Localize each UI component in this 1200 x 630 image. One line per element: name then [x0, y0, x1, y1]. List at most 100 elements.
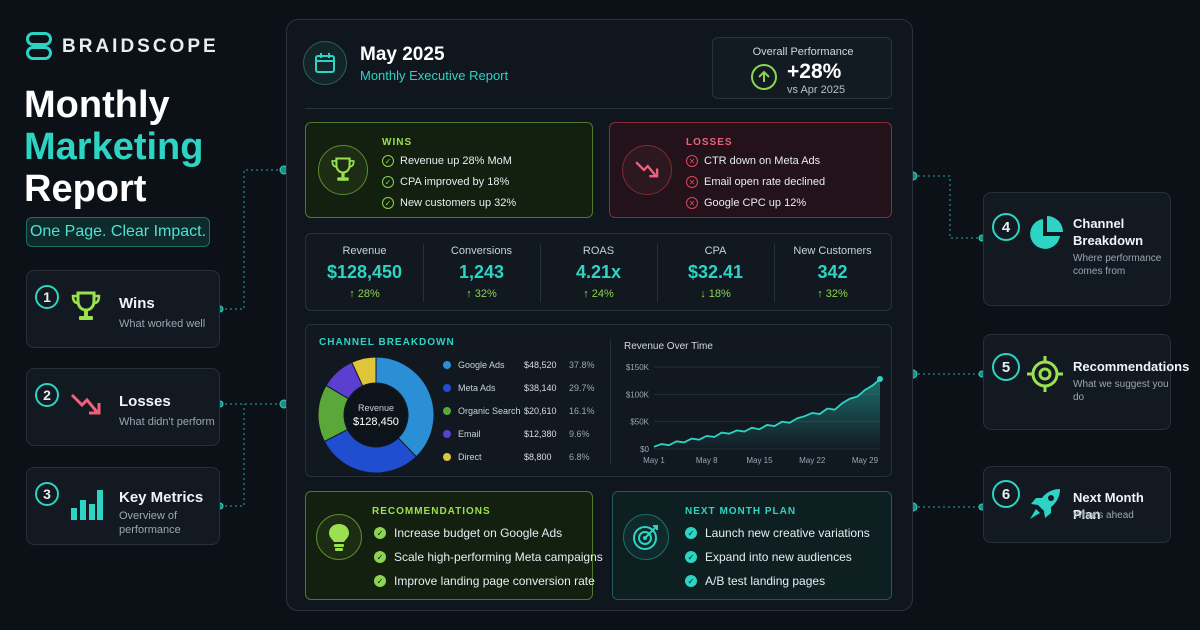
- divider: [305, 108, 893, 109]
- next-month-item: ✓ Launch new creative variations: [685, 526, 870, 540]
- next-month-item: ✓ Expand into new audiences: [685, 550, 852, 564]
- x-tick-label: May 1: [643, 456, 665, 465]
- wins-heading: WINS: [382, 137, 413, 148]
- donut-hole: [345, 384, 407, 446]
- section-title: Next Month Plan: [1073, 490, 1144, 522]
- overall-label: Overall Performance: [752, 46, 854, 58]
- kpi-label: CPA: [704, 245, 727, 257]
- revenue-area: [654, 379, 880, 449]
- kpi-delta: ↓ 18%: [700, 288, 731, 300]
- x-tick-label: May 15: [746, 456, 773, 465]
- rocket-icon: [1030, 489, 1060, 519]
- legend-item: Google Ads $48,520 37.8%: [443, 360, 595, 372]
- x-circle-icon: ✕: [686, 176, 698, 188]
- section-number: 6: [992, 480, 1020, 508]
- section-subtitle: What didn't perform: [119, 416, 215, 428]
- legend-percent: 29.7%: [569, 383, 595, 393]
- x-tick-label: May 8: [696, 456, 718, 465]
- check-circle-icon: ✓: [382, 176, 394, 188]
- section-title: Wins: [119, 295, 155, 312]
- x-circle-icon: ✕: [686, 197, 698, 209]
- kpi-delta: ↑ 24%: [583, 288, 614, 300]
- legend-swatch: [443, 384, 451, 392]
- kpi-value: $128,450: [326, 262, 403, 282]
- recommendations-card: RECOMMENDATIONS ✓ Increase budget on Goog…: [305, 491, 603, 600]
- check-circle-icon: ✓: [382, 155, 394, 167]
- section-number: 5: [992, 353, 1020, 381]
- kpi-value: 1,243: [458, 262, 505, 282]
- kpi-delta: ↑ 28%: [349, 288, 380, 300]
- revenue-over-time-chart: $0 $50K $100K $150K May 1 May 8 May 15 May 22 Ma…: [626, 363, 883, 465]
- overall-performance: Overall Performance +28% vs Apr 2025: [712, 37, 892, 99]
- arrow-up-icon: ↑: [349, 288, 355, 300]
- wins-card: WINS ✓ Revenue up 28% MoM ✓ CPA improved b…: [305, 122, 593, 218]
- section-card-next-month-plan[interactable]: 6 Next Month Plan What's ahead: [983, 466, 1171, 543]
- legend-label: Email: [458, 429, 481, 439]
- overall-comparison: vs Apr 2025: [787, 84, 846, 96]
- kpi-value: $32.41: [687, 262, 744, 282]
- legend-value: $8,800: [524, 452, 552, 462]
- kpi-new-customers: New Customers 342 ↑ 32%: [774, 234, 891, 310]
- pie-chart-icon: [1030, 216, 1063, 249]
- section-title: Key Metrics: [119, 489, 204, 506]
- channel-breakdown-heading: CHANNEL BREAKDOWN: [319, 337, 455, 348]
- legend-percent: 9.6%: [569, 429, 590, 439]
- y-tick-label: $150K: [626, 363, 650, 372]
- y-tick-label: $0: [640, 445, 649, 454]
- line-chart-title: Revenue Over Time: [624, 341, 713, 352]
- wins-item: ✓ CPA improved by 18%: [382, 176, 509, 188]
- section-number: 3: [35, 482, 59, 506]
- legend-percent: 37.8%: [569, 360, 595, 370]
- legend-value: $12,380: [524, 429, 557, 439]
- legend-label: Organic Search: [458, 406, 521, 416]
- section-card-key-metrics[interactable]: 3 Key Metrics Overview of performance: [26, 467, 220, 545]
- legend-label: Meta Ads: [458, 383, 496, 393]
- legend-value: $20,610: [524, 406, 557, 416]
- check-circle-icon: ✓: [374, 527, 386, 539]
- section-card-wins[interactable]: 1 Wins What worked well: [26, 270, 220, 348]
- kpi-cpa: CPA $32.41 ↓ 18%: [657, 234, 774, 310]
- kpi-delta: ↑ 32%: [817, 288, 848, 300]
- revenue-line: [653, 378, 881, 448]
- calendar-icon: [303, 41, 347, 85]
- wins-item: ✓ New customers up 32%: [382, 197, 516, 209]
- donut-center-value: $128,450: [353, 416, 399, 428]
- check-circle-icon: ✓: [685, 527, 697, 539]
- x-tick-label: May 22: [799, 456, 826, 465]
- section-card-losses[interactable]: 2 Losses What didn't perform: [26, 368, 220, 446]
- target-icon: [623, 514, 669, 560]
- title-line-1: Monthly: [24, 84, 170, 126]
- section-card-recommendations[interactable]: 5 Recommendations What we suggest you do: [983, 334, 1189, 430]
- recommendation-item: ✓ Scale high-performing Meta campaigns: [374, 550, 603, 564]
- donut-slice-google-ads: [375, 356, 435, 458]
- section-number: 4: [992, 213, 1020, 241]
- legend-label: Google Ads: [458, 360, 505, 370]
- revenue-end-point: [877, 376, 883, 383]
- kpi-value: 342: [817, 262, 848, 282]
- losses-item: ✕ Email open rate declined: [686, 176, 825, 188]
- crosshair-icon: [1027, 356, 1063, 392]
- section-number: 1: [35, 285, 59, 309]
- legend-percent: 16.1%: [569, 406, 595, 416]
- channel-donut-chart: Revenue $128,450: [317, 356, 435, 474]
- donut-center-label: Revenue: [358, 403, 394, 413]
- arrow-up-circle-icon: [751, 64, 777, 90]
- legend-item: Meta Ads $38,140 29.7%: [443, 383, 595, 395]
- arrow-down-icon: ↓: [700, 288, 706, 300]
- section-subtitle: What worked well: [119, 318, 206, 330]
- title-line-3: Report: [24, 168, 147, 210]
- page-title: Monthly Marketing Report: [24, 84, 203, 210]
- arrow-up-icon: ↑: [817, 288, 823, 300]
- channel-breakdown-card: CHANNEL BREAKDOWN Revenue $128,450 Googl…: [305, 324, 892, 477]
- recommendation-item: ✓ Improve landing page conversion rate: [374, 574, 595, 588]
- donut-slice-direct: [351, 356, 377, 387]
- arrow-up-icon: ↑: [583, 288, 589, 300]
- section-card-channel-breakdown[interactable]: 4 Channel Breakdown Where performance co…: [983, 192, 1171, 306]
- check-circle-icon: ✓: [374, 575, 386, 587]
- next-month-plan-card: NEXT MONTH PLAN ✓ Launch new creative var…: [612, 491, 892, 600]
- section-title: Losses: [119, 393, 171, 410]
- title-line-2: Marketing: [24, 126, 204, 168]
- kpi-delta: ↑ 32%: [466, 288, 497, 300]
- tagline: One Page. Clear Impact.: [26, 217, 210, 247]
- kpi-revenue: Revenue $128,450 ↑ 28%: [306, 234, 423, 310]
